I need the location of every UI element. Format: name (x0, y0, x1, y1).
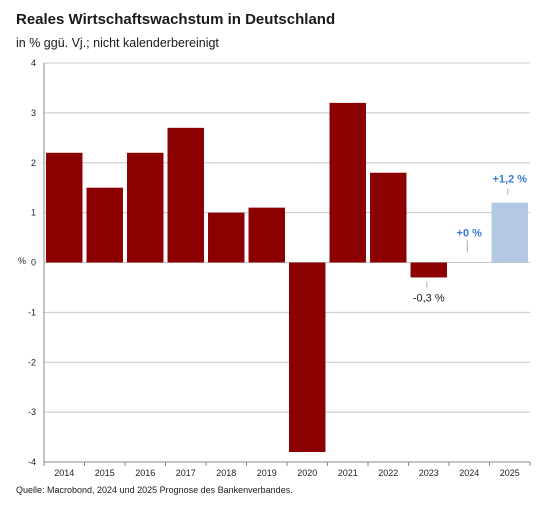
x-tick-label: 2014 (54, 468, 74, 478)
y-tick-label: 3 (31, 108, 36, 118)
y-tick-label: 0 (31, 258, 36, 268)
bar-2020 (289, 262, 326, 453)
bar-2015 (86, 187, 123, 263)
y-axis-label: % (18, 256, 26, 266)
x-tick-label: 2020 (297, 468, 317, 478)
x-tick-label: 2025 (500, 468, 520, 478)
chart-title: Reales Wirtschaftswachstum in Deutschlan… (16, 11, 336, 28)
bar-2023 (410, 262, 447, 278)
source-note: Quelle: Macrobond, 2024 und 2025 Prognos… (16, 485, 293, 495)
x-tick-label: 2017 (176, 468, 196, 478)
y-tick-label: 2 (31, 158, 36, 168)
x-tick-label: 2016 (135, 468, 155, 478)
bar-2016 (127, 152, 164, 263)
y-tick-label: -4 (28, 457, 36, 467)
data-label-2023: -0,3 % (413, 292, 445, 304)
x-tick-label: 2022 (378, 468, 398, 478)
y-tick-label: 1 (31, 208, 36, 218)
annotations: -0,3 % +0 % +1,2 % (413, 174, 527, 305)
bar-chart: % 4 3 2 1 0 -1 -2 -3 -4 2014 2015 2016 2017 2018 2019 2… (18, 58, 531, 478)
bar-2019 (248, 207, 285, 263)
bar-2017 (167, 127, 204, 263)
x-tick-label: 2021 (338, 468, 358, 478)
gridlines (44, 62, 530, 463)
bar-2014 (46, 152, 83, 263)
tick-labels: 4 3 2 1 0 -1 -2 -3 -4 2014 2015 2016 2017 2018 2019 202… (28, 58, 531, 478)
y-tick-label: -1 (28, 307, 36, 317)
bars (46, 102, 528, 453)
x-tick-label: 2019 (257, 468, 277, 478)
x-tick-label: 2015 (95, 468, 115, 478)
y-tick-label: -3 (28, 407, 36, 417)
y-tick-label: 4 (31, 58, 36, 68)
y-tick-label: -2 (28, 357, 36, 367)
chart-subtitle: in % ggü. Vj.; nicht kalenderbereinigt (16, 36, 219, 50)
bar-2018 (208, 212, 245, 263)
data-label-2024: +0 % (457, 228, 483, 240)
bar-2022 (370, 172, 407, 263)
x-tick-label: 2023 (419, 468, 439, 478)
data-label-2025: +1,2 % (492, 174, 527, 186)
bar-2021 (329, 102, 366, 263)
x-tick-label: 2024 (459, 468, 479, 478)
bar-2025 (491, 202, 528, 263)
x-tick-label: 2018 (216, 468, 236, 478)
